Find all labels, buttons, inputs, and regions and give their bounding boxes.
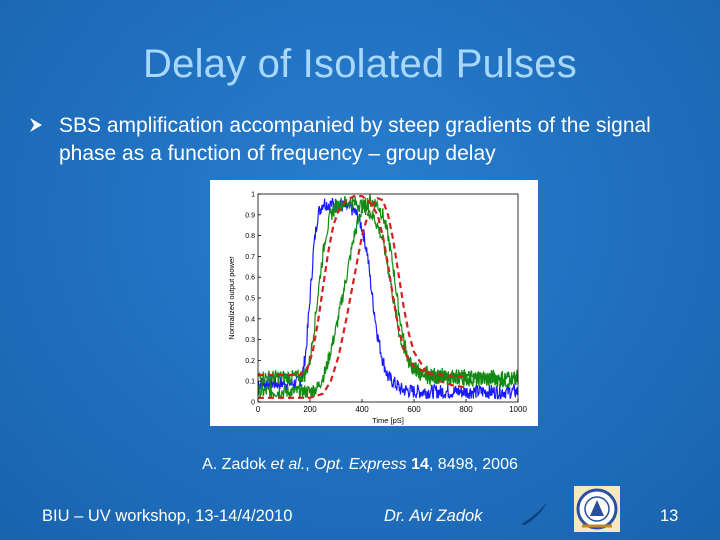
y-tick-label: 0 bbox=[251, 400, 255, 407]
pulse-chart: 0 200 400 600 800 1000 0 0.1 0.2 0.3 0.4 0.5 0.6 0.7 0… bbox=[227, 192, 527, 426]
citation-authors: A. Zadok bbox=[202, 456, 271, 473]
citation: A. Zadok et al., Opt. Express 14, 8498, … bbox=[0, 456, 720, 474]
y-tick-label: 0.4 bbox=[245, 316, 255, 323]
x-tick-label: 200 bbox=[303, 405, 317, 414]
x-axis-label: Time [pS] bbox=[372, 416, 404, 425]
y-tick-label: 0.1 bbox=[245, 379, 255, 386]
swoosh-icon bbox=[521, 502, 547, 525]
citation-sep: , bbox=[305, 456, 315, 473]
series-line-2 bbox=[257, 193, 519, 400]
y-tick-label: 0.8 bbox=[245, 233, 255, 240]
footer-author: Dr. Avi Zadok bbox=[384, 507, 483, 525]
footer-event: BIU – UV workshop, 13-14/4/2010 bbox=[42, 507, 293, 525]
y-tick-label: 0.6 bbox=[245, 275, 255, 282]
y-tick-label: 0.3 bbox=[245, 337, 255, 344]
x-tick-label: 1000 bbox=[509, 405, 527, 414]
x-tick-label: 400 bbox=[355, 405, 369, 414]
university-logo-icon bbox=[574, 486, 620, 532]
citation-etal: et al. bbox=[270, 456, 306, 473]
y-tick-label: 1 bbox=[251, 192, 255, 199]
series-line-5 bbox=[258, 195, 467, 379]
y-tick-label: 0.9 bbox=[245, 212, 255, 219]
citation-pages: , 8498, 2006 bbox=[428, 456, 518, 473]
citation-journal: Opt. Express bbox=[314, 456, 407, 473]
x-tick-label: 600 bbox=[407, 405, 421, 414]
arrow-bullet-icon bbox=[30, 118, 42, 132]
page-number: 13 bbox=[660, 507, 679, 525]
chart-figure: 0 200 400 600 800 1000 0 0.1 0.2 0.3 0.4 0.5 0.6 0.7 0… bbox=[210, 180, 538, 426]
x-tick-label: 0 bbox=[256, 405, 261, 414]
citation-volume: 14 bbox=[406, 456, 429, 473]
bullet-text: SBS amplification accompanied by steep g… bbox=[59, 114, 651, 165]
x-tick-label: 800 bbox=[459, 405, 473, 414]
series-line-3 bbox=[258, 196, 467, 399]
y-axis-label: Normalized output power bbox=[227, 256, 236, 340]
y-tick-label: 0.5 bbox=[245, 296, 255, 303]
y-tick-label: 0.2 bbox=[245, 358, 255, 365]
series-line-4 bbox=[257, 195, 519, 385]
y-tick-label: 0.7 bbox=[245, 254, 255, 261]
slide-title: Delay of Isolated Pulses bbox=[143, 42, 577, 86]
